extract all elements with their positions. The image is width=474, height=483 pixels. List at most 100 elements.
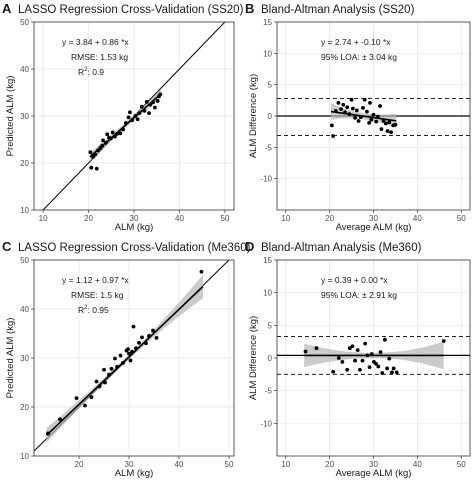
data-point: [96, 148, 100, 153]
data-point: [103, 140, 108, 145]
y-axis-label: ALM Difference (kg): [248, 316, 259, 400]
data-point: [380, 371, 385, 375]
data-point: [130, 349, 134, 354]
data-point: [390, 370, 394, 375]
regression-line: [330, 110, 397, 122]
data-point: [356, 119, 361, 123]
data-point: [378, 350, 383, 355]
x-tick-label: 50: [225, 460, 234, 469]
data-point: [89, 395, 94, 400]
data-point: [347, 346, 352, 351]
data-point: [46, 431, 50, 436]
data-point: [126, 115, 131, 120]
data-point: [345, 367, 350, 372]
data-point: [350, 106, 355, 111]
data-point: [362, 97, 367, 102]
x-tick-label: 40: [413, 214, 422, 223]
y-tick-label: 10: [20, 452, 29, 461]
regression-line: [45, 285, 204, 436]
data-point: [130, 118, 135, 123]
y-axis-label: Predicted ALM (kg): [5, 76, 16, 157]
data-point: [358, 367, 362, 372]
data-point: [391, 366, 396, 371]
data-point: [121, 361, 125, 365]
data-point: [393, 122, 398, 127]
panel-d: D Bland-Altman Analysis (Me360)10 20 30 40 50…: [245, 239, 471, 479]
confidence-band: [46, 274, 203, 443]
data-point: [88, 150, 93, 155]
data-point: [374, 119, 379, 124]
y-tick-label: 30: [20, 354, 29, 363]
data-point: [137, 111, 142, 116]
annotation-2: 95% LOA: ± 2.91 kg: [321, 290, 397, 300]
data-point: [374, 361, 379, 366]
data-point: [128, 358, 133, 363]
data-point: [363, 341, 368, 346]
data-point: [58, 417, 62, 422]
data-point: [131, 324, 136, 329]
data-point: [383, 121, 388, 126]
data-point: [135, 117, 140, 122]
annotation-2: 95% LOA: ± 3.04 kg: [321, 52, 397, 62]
x-tick-label: 40: [175, 460, 184, 469]
x-tick-label: 20: [84, 214, 93, 223]
data-point: [137, 340, 141, 345]
data-point: [389, 130, 393, 135]
data-point: [101, 138, 105, 143]
data-point: [385, 366, 389, 371]
data-point: [368, 100, 372, 105]
data-point: [110, 130, 115, 135]
data-point: [371, 112, 376, 117]
y-tick-label: -5: [265, 143, 273, 152]
y-tick-label: 50: [20, 256, 29, 265]
panel-title: Bland-Altman Analysis (SS20): [261, 4, 415, 16]
annotation-2: RMSE: 1.5 kg: [71, 290, 124, 300]
data-point: [115, 364, 119, 369]
data-point: [347, 112, 352, 117]
data-point: [303, 349, 308, 354]
data-point: [91, 154, 95, 159]
y-tick-label: -5: [265, 387, 273, 396]
data-point: [376, 364, 381, 369]
data-point: [381, 119, 386, 123]
data-point: [350, 344, 355, 349]
data-point: [148, 102, 153, 107]
data-point: [115, 131, 120, 136]
data-point: [385, 129, 390, 133]
x-tick-label: 10: [281, 214, 290, 223]
data-point: [354, 108, 359, 113]
y-tick-label: 20: [20, 159, 29, 168]
data-point: [107, 372, 111, 377]
data-point: [140, 335, 144, 340]
data-point: [345, 105, 350, 110]
data-point: [329, 123, 334, 128]
x-tick-label: 30: [130, 214, 139, 223]
data-point: [147, 111, 151, 116]
data-point: [100, 143, 105, 148]
panel-title: LASSO Regression Cross-Validation (Me360…: [18, 242, 251, 254]
annotation-1: y = 2.74 + -0.10 *x: [321, 37, 391, 47]
data-point: [118, 353, 123, 358]
data-point: [151, 100, 155, 105]
x-tick-label: 20: [325, 460, 334, 469]
data-point: [89, 165, 94, 170]
data-point: [349, 97, 354, 102]
data-point: [358, 115, 363, 120]
y-axis-label: Predicted ALM (kg): [5, 318, 16, 399]
x-axis-label: ALM (kg): [115, 468, 154, 478]
y-tick-label: 10: [263, 289, 272, 298]
x-tick-label: 30: [369, 214, 378, 223]
panel-letter: B: [245, 1, 254, 16]
y-tick-label: 10: [263, 49, 272, 58]
data-point: [157, 94, 161, 99]
data-point: [105, 132, 110, 137]
data-point: [134, 346, 138, 351]
panel-letter: A: [2, 1, 12, 16]
data-point: [369, 352, 374, 356]
x-tick-label: 30: [125, 460, 134, 469]
x-tick-label: 50: [457, 460, 466, 469]
panel-a: A LASSO Regression Cross-Validation (SS20…: [2, 1, 244, 233]
x-tick-label: 40: [175, 214, 184, 223]
y-tick-label: -10: [260, 175, 272, 184]
data-point: [333, 109, 338, 113]
